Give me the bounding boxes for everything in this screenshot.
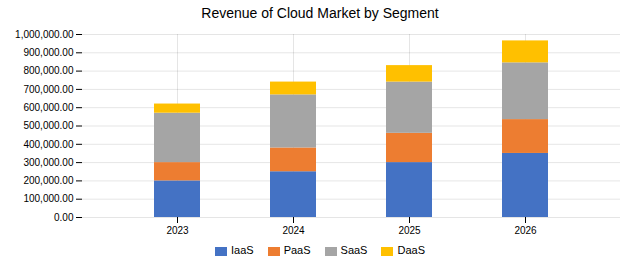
html-text:IaaS: IaaS	[231, 244, 254, 256]
html-text:Revenue of Cloud Market by Seg: Revenue of Cloud Market by Segment	[201, 5, 439, 21]
svg-text:2026: 2026	[514, 225, 537, 236]
html-text:DaaS: DaaS	[397, 244, 425, 256]
svg-text:1,000,000.00: 1,000,000.00	[15, 29, 74, 40]
svg-text:200,000.00: 200,000.00	[23, 175, 73, 186]
svg-text:2025: 2025	[398, 225, 421, 236]
svg-text:800,000.00: 800,000.00	[23, 65, 73, 76]
svg-text:0.00: 0.00	[54, 212, 74, 223]
svg-text:700,000.00: 700,000.00	[23, 84, 73, 95]
svg-text:500,000.00: 500,000.00	[23, 120, 73, 131]
svg-text:2023: 2023	[166, 225, 189, 236]
html-text:PaaS: PaaS	[283, 244, 311, 256]
svg-text:400,000.00: 400,000.00	[23, 139, 73, 150]
svg-text:600,000.00: 600,000.00	[23, 102, 73, 113]
svg-text:100,000.00: 100,000.00	[23, 193, 73, 204]
html-text:SaaS: SaaS	[340, 244, 368, 256]
svg-text:2024: 2024	[282, 225, 305, 236]
svg-text:900,000.00: 900,000.00	[23, 47, 73, 58]
svg-text:300,000.00: 300,000.00	[23, 157, 73, 168]
